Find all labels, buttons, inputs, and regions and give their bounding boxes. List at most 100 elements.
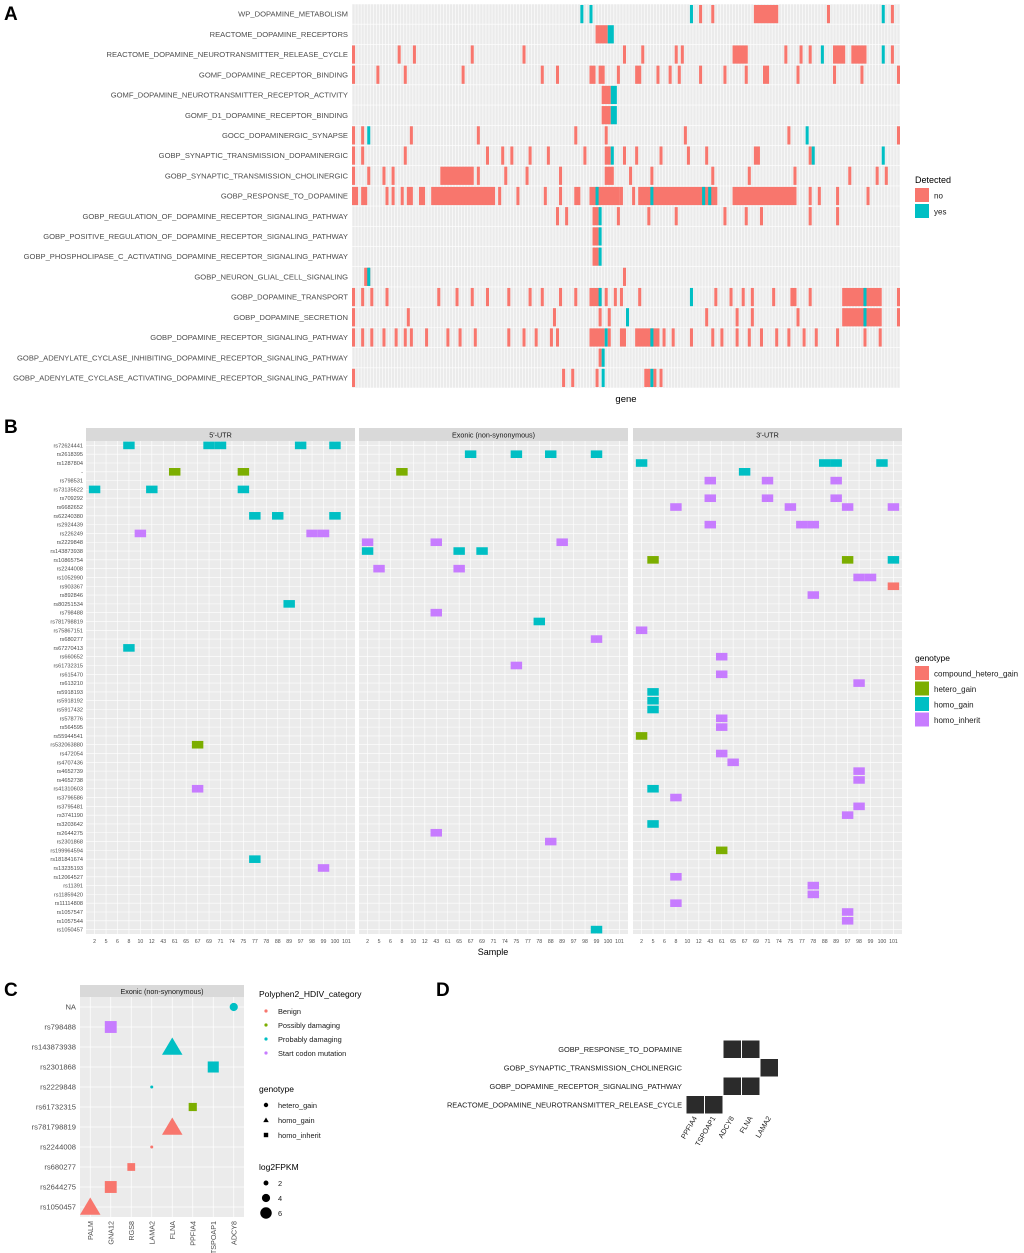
- genotype-tile: [647, 688, 659, 696]
- pathway-label: GOBP_SYNAPTIC_TRANSMISSION_CHOLINERGIC: [165, 171, 349, 180]
- panel-c-y-tick: rs2301868: [40, 1063, 76, 1072]
- panel-b-x-tick: 89: [833, 939, 839, 945]
- pathway-gene-tile: [601, 348, 605, 367]
- pathway-gene-tile: [647, 207, 651, 226]
- panel-b-x-tick: 69: [479, 939, 485, 945]
- panel-b-x-tick: 67: [468, 939, 474, 945]
- panel-b-x-tick: 10: [410, 939, 416, 945]
- snp-label: rs2244008: [57, 567, 83, 573]
- pathway-gene-tile: [753, 5, 779, 24]
- genotype-tile: [876, 459, 888, 467]
- pathway-gene-tile: [808, 45, 812, 64]
- genotype-tile: [545, 450, 557, 459]
- genotype-legend-label-homo_inherit: homo_inherit: [934, 716, 981, 725]
- pathway-gene-tile: [863, 287, 867, 307]
- snp-label: rs2301868: [57, 840, 83, 846]
- pathway-gene-tile: [607, 308, 611, 327]
- genotype-tile: [123, 644, 135, 652]
- snp-label: rs41310603: [53, 787, 83, 793]
- genotype-legend-label-compound_hetero_gain: compound_hetero_gain: [934, 670, 1018, 679]
- genotype-tile: [738, 468, 751, 476]
- pathway-gene-tile: [592, 247, 599, 266]
- genotype-tile: [715, 846, 728, 855]
- pathway-gene-tile: [610, 85, 617, 105]
- genotype-tile: [647, 696, 659, 705]
- pathway-gene-tile: [686, 146, 690, 165]
- pathway-gene-tile: [604, 328, 608, 347]
- panel-b-x-tick: 101: [342, 939, 351, 945]
- pathway-gene-tile: [376, 65, 380, 84]
- pathway-gene-tile: [784, 45, 788, 64]
- pathway-gene-tile: [836, 328, 840, 347]
- pathway-gene-tile: [352, 65, 356, 84]
- polyphen-legend-key: [264, 1009, 268, 1013]
- pathway-gene-tile: [440, 166, 474, 185]
- genotype-tile: [294, 441, 307, 450]
- genotype-tile: [853, 573, 865, 582]
- genotype-tile: [647, 784, 659, 793]
- polyphen-legend-title: Polyphen2_HDIV_category: [259, 989, 362, 999]
- genotype-tile: [545, 837, 557, 846]
- variant-point: [104, 1021, 117, 1033]
- snp-label: rs3741190: [57, 813, 83, 819]
- pathway-gene-tile: [562, 368, 566, 387]
- pathway-gene-tile: [446, 328, 450, 347]
- panel-b-x-tick: 69: [206, 939, 212, 945]
- detected-legend-swatch-yes: [915, 204, 929, 218]
- pathway-gene-tile: [412, 45, 416, 64]
- panel-b-x-tick: 65: [183, 939, 189, 945]
- pathway-gene-tile: [650, 166, 654, 185]
- genotype-tile: [670, 503, 682, 511]
- genotype-tile: [853, 776, 865, 784]
- pathway-gene-tile: [385, 287, 389, 307]
- pathway-gene-tile: [616, 207, 620, 226]
- genotype-tile: [841, 908, 854, 916]
- pathway-gene-tile: [653, 368, 657, 387]
- genotype-tile: [453, 564, 465, 573]
- panel-b-x-tick: 100: [878, 939, 887, 945]
- panel-b-x-tick: 8: [127, 939, 130, 945]
- genotype-tile: [635, 626, 648, 635]
- panel-b-x-tick: 43: [160, 939, 166, 945]
- genotype-tile: [819, 459, 831, 467]
- panel-b-x-tick: 43: [433, 939, 439, 945]
- genotype-tile: [670, 793, 682, 802]
- panel-b-x-tick: 12: [422, 939, 428, 945]
- pathway-gene-tile: [808, 287, 812, 307]
- panel-b-x-tick: 12: [696, 939, 702, 945]
- pathway-gene-tile: [808, 207, 812, 226]
- panel-b-x-tick: 6: [663, 939, 666, 945]
- snp-label: rs4652739: [57, 769, 83, 775]
- snp-label: rs226249: [60, 531, 83, 537]
- snp-label: rs1287804: [57, 461, 83, 467]
- genotype-tile: [761, 494, 774, 503]
- pathway-gene-tile: [382, 166, 386, 185]
- panel-b-x-tick: 75: [788, 939, 794, 945]
- snp-label: rs798488: [60, 611, 83, 617]
- pathway-gene-tile: [632, 186, 636, 206]
- genotype-legend-swatch-homo_gain: [915, 697, 929, 711]
- pathway-gene-tile: [601, 368, 605, 387]
- panel-b-x-tick: 98: [582, 939, 588, 945]
- genotype-tile: [841, 556, 854, 564]
- snp-label: rs1057547: [57, 910, 83, 916]
- pathway-gene-tile: [604, 146, 611, 165]
- pathway-gene-tile: [598, 348, 602, 367]
- detected-legend-label-yes: yes: [934, 208, 946, 217]
- genotype-shape-label: hetero_gain: [278, 1101, 317, 1110]
- variant-point: [229, 1002, 238, 1012]
- panel-b-x-tick: 6: [389, 939, 392, 945]
- pathway-gene-tile: [635, 146, 639, 165]
- pathway-gene-tile: [635, 65, 642, 84]
- genotype-tile: [841, 811, 854, 819]
- pathway-gene-tile: [574, 186, 581, 206]
- genotype-tile: [214, 441, 227, 450]
- panel-c-y-tick: rs2644275: [40, 1183, 76, 1192]
- pathway-gene-tile: [352, 308, 356, 327]
- genotype-tile: [830, 494, 842, 503]
- pathway-gene-tile: [485, 287, 489, 307]
- panel-b-x-tick: 97: [571, 939, 577, 945]
- snp-label: rs903367: [60, 584, 83, 590]
- pathway-gene-tile: [543, 186, 547, 206]
